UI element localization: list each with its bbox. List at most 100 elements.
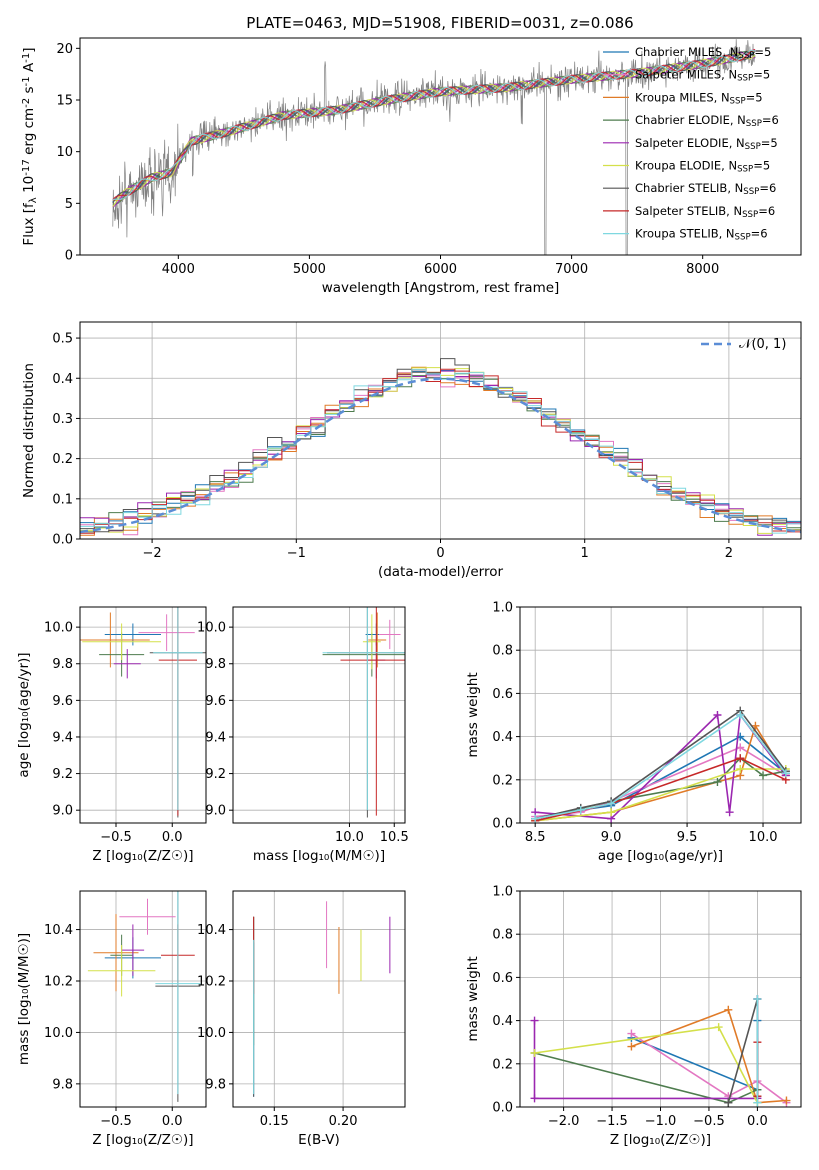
x-axis-label: Z [log₁₀(Z/Z☉)] <box>92 1132 193 1148</box>
x-tick-label: 5000 <box>293 262 326 277</box>
y-tick-label: 10.2 <box>197 975 226 990</box>
x-tick-label: 6000 <box>424 262 457 277</box>
weight-series-line <box>534 1026 759 1104</box>
weight-marker <box>725 808 734 817</box>
x-tick-label: −2.0 <box>548 1114 580 1129</box>
weight-marker <box>782 1096 791 1105</box>
x-tick-label: 4000 <box>162 262 195 277</box>
weight-marker <box>607 799 616 808</box>
panel-residuals: −2 −1 0 1 2 0.0 0.1 0.2 0.3 0.4 0.5 (data-model)/er… <box>21 321 802 580</box>
x-tick-label: 8.5 <box>525 830 546 845</box>
x-axis-label: Z [log₁₀(Z/Z☉)] <box>92 848 193 864</box>
y-tick-label: 9.8 <box>205 657 226 672</box>
y-axis-label: mass weight <box>465 672 481 757</box>
x-tick-label: 0.0 <box>747 1114 768 1129</box>
spectrum-model-line <box>112 51 756 208</box>
y-tick-label: 20 <box>56 42 73 57</box>
x-tick-label: 2 <box>725 546 733 561</box>
weight-marker <box>759 771 768 780</box>
axes-frame <box>232 606 406 824</box>
y-axis-label: mass [log₁₀(M/M☉)] <box>16 933 32 1065</box>
x-tick-label: 9.5 <box>677 830 698 845</box>
weight-series-line <box>631 1008 787 1104</box>
x-tick-label: 8000 <box>686 262 719 277</box>
y-tick-label: 0.4 <box>492 730 513 745</box>
y-tick-label: 9.4 <box>52 730 73 745</box>
y-axis-label: mass weight <box>465 956 481 1041</box>
panel-mass-vs-Z: −0.5 0.0 9.8 10.0 10.2 10.4 Z [log₁₀(Z/Z☉)] mas… <box>16 890 207 1148</box>
panel-age-vs-Z: −0.5 0.0 9.0 9.2 9.4 9.6 9.8 10.0 Z [log₁₀(Z/Z☉)… <box>16 606 207 864</box>
x-tick-label: −0.5 <box>100 830 132 845</box>
histogram-series <box>80 358 801 533</box>
plot-area <box>112 39 756 255</box>
weight-marker <box>724 1098 733 1107</box>
weight-marker <box>781 769 790 778</box>
panel-weight-vs-age: 8.5 9.0 9.5 10.0 0.0 0.2 0.4 0.6 0.8 1.0 age [log₁… <box>465 601 802 864</box>
x-tick-label: 0.0 <box>162 830 183 845</box>
plot-area <box>80 607 206 818</box>
y-tick-label: 0.1 <box>52 492 73 507</box>
weight-series-line <box>630 1032 787 1104</box>
weight-marker <box>530 1016 539 1025</box>
weight-series-line <box>534 1052 758 1104</box>
axes-frame <box>519 606 802 824</box>
weight-marker <box>753 995 762 1003</box>
x-axis-label: mass [log₁₀(M/M☉)] <box>253 848 385 864</box>
plot-area <box>80 358 801 536</box>
axes-frame <box>79 606 207 824</box>
y-tick-label: 9.2 <box>52 767 73 782</box>
y-tick-label: 10.4 <box>44 923 73 938</box>
y-tick-label: 10.0 <box>44 621 73 636</box>
y-tick-label: 0.0 <box>492 1101 513 1116</box>
y-tick-label: 0.6 <box>492 971 513 986</box>
legend-entry: Chabrier MILES, NSSP=5 <box>635 45 771 61</box>
weight-marker <box>531 814 540 823</box>
weight-marker <box>607 808 616 817</box>
y-tick-label: 0.4 <box>492 1014 513 1029</box>
weight-marker <box>714 1023 723 1032</box>
x-tick-label: −2 <box>143 546 162 561</box>
y-tick-label: 9.8 <box>205 1077 226 1092</box>
panel-mass-vs-ebv: 0.15 0.20 9.8 10.0 10.2 10.4 E(B-V) <box>197 890 406 1148</box>
x-tick-label: 1 <box>581 546 589 561</box>
y-tick-label: 5 <box>65 197 73 212</box>
plot-area <box>253 901 391 1097</box>
plot-area <box>87 891 201 1102</box>
legend-entry: Salpeter STELIB, NSSP=6 <box>635 204 775 220</box>
x-tick-label: −0.5 <box>693 1114 725 1129</box>
y-tick-label: 0.2 <box>492 1057 513 1072</box>
x-tick-label: −1.0 <box>645 1114 677 1129</box>
weight-marker <box>713 777 722 786</box>
y-tick-label: 0.2 <box>52 452 73 467</box>
y-tick-label: 0.8 <box>492 928 513 943</box>
x-tick-label: −1 <box>287 546 306 561</box>
x-axis-label: wavelength [Angstrom, rest frame] <box>322 280 560 296</box>
y-tick-label: 9.6 <box>52 694 73 709</box>
weight-marker <box>713 711 722 719</box>
y-tick-label: 9.0 <box>205 804 226 819</box>
weight-marker <box>576 806 585 815</box>
x-axis-label: age [log₁₀(age/yr)] <box>598 848 723 864</box>
legend-entry: Kroupa STELIB, NSSP=6 <box>635 227 768 243</box>
y-axis-label: Flux [fλ 10-17 erg cm-2 s-1 A-1] <box>21 47 39 245</box>
y-tick-label: 9.8 <box>52 1077 73 1092</box>
spectrum-model-line <box>112 52 756 208</box>
plot-area <box>531 706 790 823</box>
x-tick-label: 0.20 <box>329 1114 358 1129</box>
y-tick-label: 9.6 <box>205 694 226 709</box>
y-tick-label: 0.6 <box>492 687 513 702</box>
x-axis-label: (data-model)/error <box>378 564 504 580</box>
y-tick-label: 10.4 <box>197 923 226 938</box>
legend-entry: Chabrier ELODIE, NSSP=6 <box>635 113 779 129</box>
histogram-series <box>80 369 801 534</box>
weight-marker <box>753 1098 762 1107</box>
spectrum-model-line <box>112 49 756 201</box>
panel-age-vs-mass: 10.0 10.5 9.0 9.2 9.4 9.6 9.8 10.0 mass [log₁₀(M… <box>197 606 409 864</box>
y-tick-label: 0.3 <box>52 412 73 427</box>
y-tick-label: 0.8 <box>492 644 513 659</box>
axes-frame <box>79 890 207 1108</box>
weight-series-line <box>535 746 787 818</box>
x-axis-label: Z [log₁₀(Z/Z☉)] <box>610 1132 711 1148</box>
x-tick-label: 10.0 <box>749 830 778 845</box>
